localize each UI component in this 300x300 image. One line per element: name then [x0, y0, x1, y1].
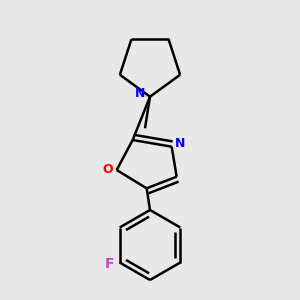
- Text: O: O: [102, 164, 112, 176]
- Text: F: F: [105, 257, 114, 271]
- Text: N: N: [175, 137, 185, 150]
- Text: N: N: [135, 88, 145, 100]
